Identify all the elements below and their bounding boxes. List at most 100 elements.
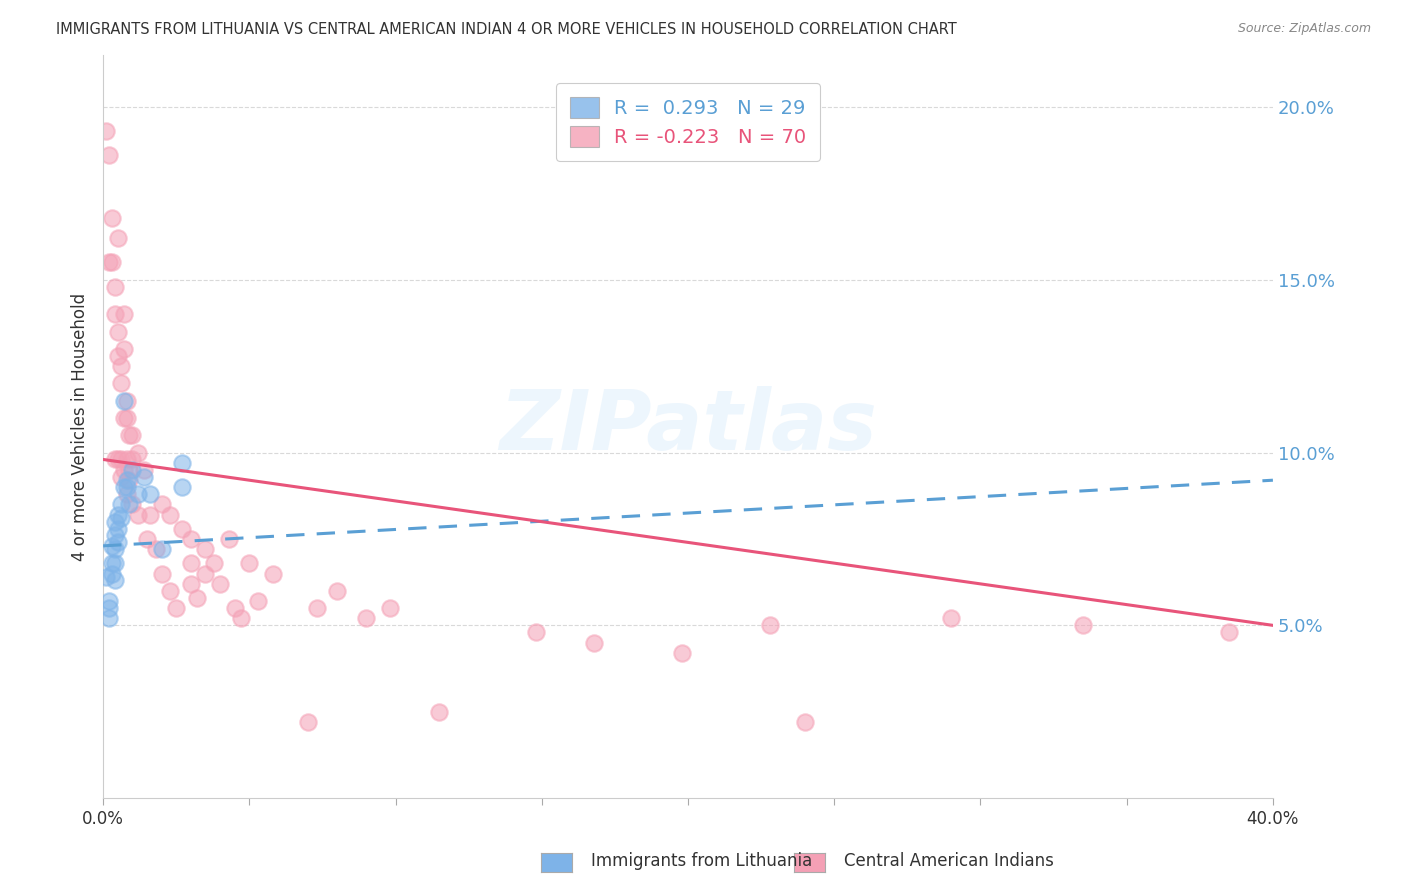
- Text: ZIPatlas: ZIPatlas: [499, 386, 877, 467]
- Point: [112, 342, 135, 356]
- Point: [104, 307, 127, 321]
- Point: [1071, 618, 1094, 632]
- Text: IMMIGRANTS FROM LITHUANIA VS CENTRAL AMERICAN INDIAN 4 OR MORE VEHICLES IN HOUSE: IMMIGRANTS FROM LITHUANIA VS CENTRAL AME…: [56, 22, 957, 37]
- Point: [104, 279, 127, 293]
- Point: [305, 601, 328, 615]
- Point: [118, 473, 141, 487]
- Point: [115, 487, 138, 501]
- Point: [107, 349, 129, 363]
- Point: [118, 428, 141, 442]
- Point: [194, 542, 217, 557]
- Point: [94, 124, 117, 138]
- Point: [107, 325, 129, 339]
- Point: [224, 601, 246, 615]
- Point: [110, 469, 132, 483]
- Text: Immigrants from Lithuania: Immigrants from Lithuania: [591, 852, 811, 870]
- Point: [356, 611, 378, 625]
- Point: [326, 583, 349, 598]
- Point: [115, 480, 138, 494]
- Point: [110, 359, 132, 373]
- Point: [112, 307, 135, 321]
- Point: [209, 577, 232, 591]
- Point: [101, 211, 124, 225]
- Point: [104, 574, 127, 588]
- Point: [202, 556, 225, 570]
- Point: [121, 452, 143, 467]
- Point: [110, 452, 132, 467]
- Point: [524, 625, 547, 640]
- Point: [115, 393, 138, 408]
- Point: [132, 469, 155, 483]
- Legend: R =  0.293   N = 29, R = -0.223   N = 70: R = 0.293 N = 29, R = -0.223 N = 70: [555, 84, 820, 161]
- Point: [98, 611, 121, 625]
- Point: [180, 577, 202, 591]
- Point: [107, 508, 129, 522]
- Point: [180, 556, 202, 570]
- Point: [139, 508, 162, 522]
- Point: [172, 456, 194, 470]
- Point: [194, 566, 217, 581]
- Point: [378, 601, 401, 615]
- Point: [115, 452, 138, 467]
- Point: [186, 591, 208, 605]
- Point: [101, 556, 124, 570]
- Point: [132, 463, 155, 477]
- Point: [121, 428, 143, 442]
- Point: [136, 532, 159, 546]
- Point: [247, 594, 270, 608]
- Point: [101, 566, 124, 581]
- Point: [104, 452, 127, 467]
- Point: [165, 601, 187, 615]
- Point: [127, 508, 149, 522]
- Point: [172, 480, 194, 494]
- Point: [429, 705, 451, 719]
- Point: [110, 511, 132, 525]
- Point: [118, 497, 141, 511]
- Point: [104, 556, 127, 570]
- Point: [671, 646, 693, 660]
- Text: Source: ZipAtlas.com: Source: ZipAtlas.com: [1237, 22, 1371, 36]
- Point: [238, 556, 260, 570]
- Point: [229, 611, 252, 625]
- Point: [159, 508, 181, 522]
- Point: [172, 522, 194, 536]
- Point: [104, 515, 127, 529]
- Point: [98, 148, 121, 162]
- Point: [107, 231, 129, 245]
- Point: [107, 452, 129, 467]
- Point: [112, 463, 135, 477]
- Point: [118, 463, 141, 477]
- Point: [127, 445, 149, 459]
- Point: [94, 570, 117, 584]
- Point: [121, 463, 143, 477]
- Point: [150, 542, 173, 557]
- Text: Central American Indians: Central American Indians: [844, 852, 1053, 870]
- Point: [297, 715, 319, 730]
- Point: [112, 393, 135, 408]
- Point: [150, 566, 173, 581]
- Point: [110, 497, 132, 511]
- Point: [159, 583, 181, 598]
- Point: [583, 635, 606, 649]
- Point: [104, 528, 127, 542]
- Point: [98, 594, 121, 608]
- Point: [1218, 625, 1240, 640]
- Point: [145, 542, 167, 557]
- Point: [139, 487, 162, 501]
- Point: [115, 473, 138, 487]
- Point: [98, 255, 121, 269]
- Point: [98, 601, 121, 615]
- Point: [101, 539, 124, 553]
- Y-axis label: 4 or more Vehicles in Household: 4 or more Vehicles in Household: [72, 293, 89, 561]
- Point: [112, 480, 135, 494]
- Point: [262, 566, 284, 581]
- Point: [150, 497, 173, 511]
- Point: [107, 535, 129, 549]
- Point: [110, 376, 132, 391]
- Point: [180, 532, 202, 546]
- Point: [101, 255, 124, 269]
- Point: [218, 532, 240, 546]
- Point: [121, 497, 143, 511]
- Point: [941, 611, 963, 625]
- Point: [794, 715, 817, 730]
